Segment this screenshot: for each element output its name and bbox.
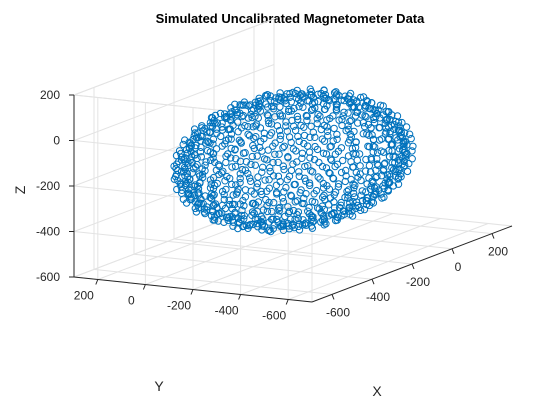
data-point (255, 174, 261, 180)
x-tick-mark (452, 249, 454, 254)
y-tick-label: -200 (167, 299, 191, 313)
chart-title: Simulated Uncalibrated Magnetometer Data (156, 11, 425, 26)
z-tick-label: -200 (36, 179, 60, 193)
data-point (280, 145, 286, 151)
x-tick-mark (332, 294, 334, 299)
data-point (366, 162, 372, 168)
x-tick-label: -600 (326, 305, 350, 319)
y-tick-mark (286, 300, 288, 305)
data-point (189, 170, 195, 176)
y-tick-mark (143, 285, 145, 290)
data-point (267, 168, 273, 174)
z-tick-label: 200 (40, 88, 60, 102)
y-tick-mark (191, 290, 193, 295)
data-point (296, 173, 302, 179)
data-point (265, 147, 271, 153)
data-point (403, 124, 409, 130)
y-tick-label: 200 (74, 289, 94, 303)
data-point (235, 119, 241, 125)
data-point (308, 123, 314, 129)
data-point (191, 165, 197, 171)
data-point (409, 148, 415, 154)
x-tick-label: 0 (455, 260, 462, 274)
data-point (321, 192, 327, 198)
data-point (315, 174, 321, 180)
data-point (288, 167, 294, 173)
y-tick-mark (239, 295, 241, 300)
y-axis-label: Y (154, 378, 164, 394)
z-axis-label: Z (12, 185, 28, 194)
y-tick-mark (96, 280, 98, 285)
y-tick-label: 0 (128, 294, 135, 308)
data-point (266, 177, 272, 183)
data-point (281, 143, 287, 149)
data-point (331, 125, 337, 131)
data-point (404, 168, 410, 174)
z-tick-label: 0 (53, 134, 60, 148)
y-tick-label: -400 (215, 304, 239, 318)
data-point (277, 104, 283, 110)
data-point (317, 176, 323, 182)
data-point (325, 133, 331, 139)
data-point (361, 123, 367, 129)
x-tick-mark (412, 264, 414, 269)
z-tick-label: -400 (36, 225, 60, 239)
data-point (409, 156, 415, 162)
x-tick-label: -400 (366, 290, 390, 304)
x-tick-mark (492, 234, 494, 239)
data-point (357, 163, 363, 169)
data-point (276, 151, 282, 157)
data-point (228, 145, 234, 151)
x-axis-label: X (372, 383, 382, 399)
z-tick-label: -600 (36, 270, 60, 284)
x-tick-mark (372, 279, 374, 284)
data-point (334, 136, 340, 142)
y-tick-label: -600 (262, 309, 286, 323)
data-point (229, 181, 235, 187)
data-point (408, 135, 414, 141)
data-point (379, 136, 385, 142)
data-point (245, 131, 251, 137)
x-tick-label: 200 (488, 245, 508, 259)
data-point (319, 163, 325, 169)
x-tick-label: -200 (406, 275, 430, 289)
